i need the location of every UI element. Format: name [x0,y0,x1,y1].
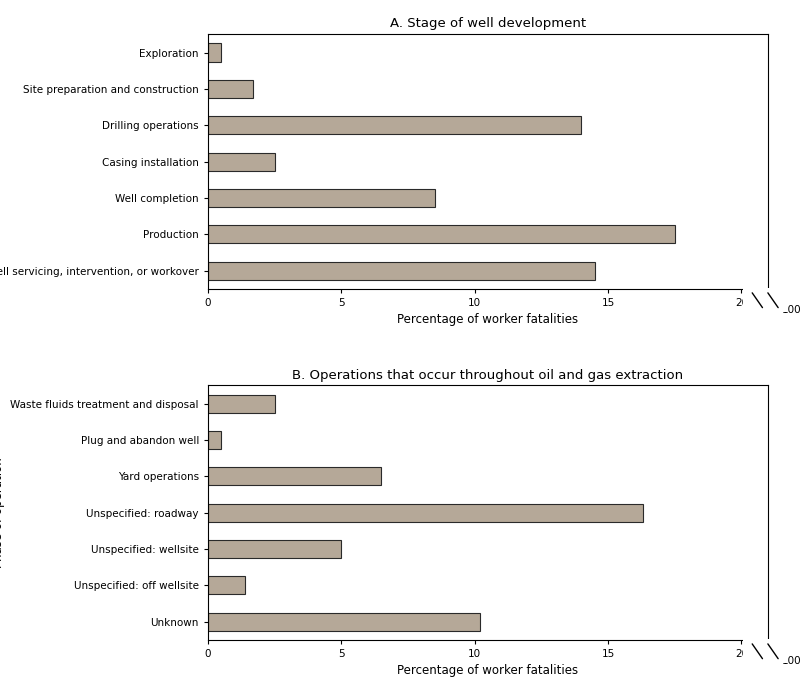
Bar [743,288,788,312]
Bar [208,394,274,413]
Y-axis label: Phase of operation: Phase of operation [0,458,5,568]
Bar [208,612,480,631]
Bar [208,467,382,486]
Bar [208,540,342,558]
X-axis label: Percentage of worker fatalities: Percentage of worker fatalities [398,313,578,326]
Bar [208,80,254,98]
Bar [208,577,246,594]
Title: B. Operations that occur throughout oil and gas extraction: B. Operations that occur throughout oil … [293,369,683,382]
Bar [208,153,274,171]
Text: 100: 100 [782,305,800,315]
Bar [208,189,434,207]
Title: A. Stage of well development: A. Stage of well development [390,17,586,30]
Bar [208,261,594,280]
Bar [208,431,222,449]
Bar [208,43,222,62]
Bar [208,116,582,134]
Bar [208,225,674,244]
Bar [743,639,788,663]
Text: 100: 100 [782,656,800,667]
Bar [208,504,642,522]
X-axis label: Percentage of worker fatalities: Percentage of worker fatalities [398,665,578,678]
